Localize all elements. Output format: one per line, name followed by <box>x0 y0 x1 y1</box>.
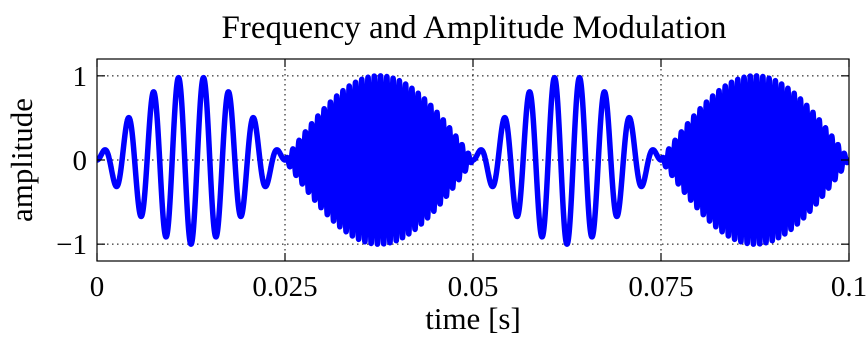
ticks: 0 0.025 0.05 0.075 0.1−101 <box>56 59 867 303</box>
x-tick-label: 0.1 <box>831 271 867 303</box>
x-axis-label: time [s] <box>425 301 521 336</box>
series-group <box>97 73 849 247</box>
y-axis-label: amplitude <box>4 98 39 222</box>
y-tick-label: −1 <box>56 229 87 261</box>
y-tick-label: 1 <box>73 61 88 93</box>
y-tick-label: 0 <box>73 145 88 177</box>
chart-title: Frequency and Amplitude Modulation <box>221 10 726 46</box>
x-tick-label: 0.025 <box>252 271 317 303</box>
x-tick-label: 0.05 <box>448 271 499 303</box>
series-line <box>97 73 849 247</box>
x-tick-label: 0.075 <box>628 271 693 303</box>
x-tick-label: 0 <box>90 271 105 303</box>
